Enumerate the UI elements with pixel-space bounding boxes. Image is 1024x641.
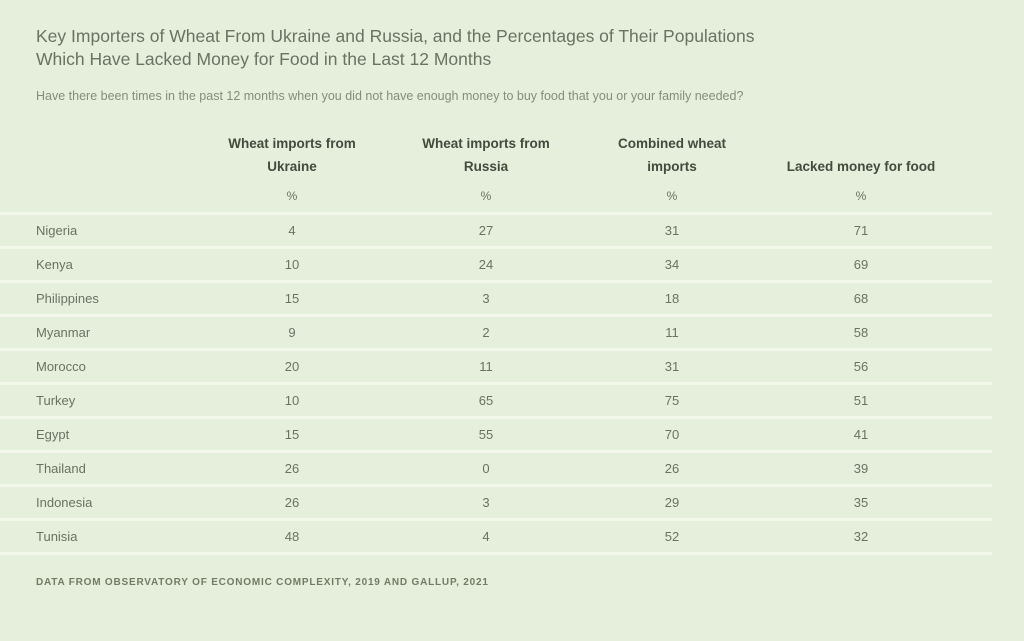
table-row: Thailand 26 0 26 39 [0, 453, 992, 487]
lacked-money-value: 35 [853, 495, 869, 510]
table-row: Myanmar 9 2 11 58 [0, 317, 992, 351]
country-label: Morocco [36, 359, 86, 374]
ukraine-imports-value: 26 [284, 461, 300, 476]
table-row: Tunisia 48 4 52 32 [0, 521, 992, 555]
survey-question: Have there been times in the past 12 mon… [36, 89, 744, 103]
page-title: Key Importers of Wheat From Ukraine and … [36, 26, 755, 69]
source-note: DATA FROM OBSERVATORY OF ECONOMIC COMPLE… [36, 577, 489, 588]
percent-sign: % [480, 189, 492, 203]
russia-imports-value: 27 [478, 223, 494, 238]
combined-imports-value: 26 [664, 461, 680, 476]
lacked-money-value: 68 [853, 291, 869, 306]
column-header-combined: Combined wheat imports [588, 132, 756, 178]
combined-imports-value: 75 [664, 393, 680, 408]
percent-sign: % [855, 189, 867, 203]
country-label: Egypt [36, 427, 70, 442]
lacked-money-value: 39 [853, 461, 869, 476]
lacked-money-value: 41 [853, 427, 869, 442]
column-header-line: Ukraine [267, 159, 317, 174]
column-header-country [0, 132, 200, 178]
combined-imports-value: 34 [664, 257, 680, 272]
column-header-line [756, 132, 966, 155]
russia-imports-value: 65 [478, 393, 494, 408]
ukraine-imports-value: 15 [284, 291, 300, 306]
lacked-money-value: 71 [853, 223, 869, 238]
russia-imports-value: 2 [482, 325, 490, 340]
ukraine-imports-value: 10 [284, 257, 300, 272]
russia-imports-value: 24 [478, 257, 494, 272]
column-header-russia: Wheat imports from Russia [384, 132, 588, 178]
column-header-line: imports [647, 159, 697, 174]
combined-imports-value: 18 [664, 291, 680, 306]
ukraine-imports-value: 20 [284, 359, 300, 374]
country-label: Thailand [36, 461, 86, 476]
combined-imports-value: 31 [664, 223, 680, 238]
ukraine-imports-value: 4 [288, 223, 296, 238]
lacked-money-value: 56 [853, 359, 869, 374]
column-header-lacked-money: Lacked money for food [756, 132, 966, 178]
table-row: Turkey 10 65 75 51 [0, 385, 992, 419]
country-label: Nigeria [36, 223, 78, 238]
column-header-line: Lacked money for food [786, 159, 936, 174]
russia-imports-value: 55 [478, 427, 494, 442]
table-body: Nigeria 4 27 31 71 Kenya 10 24 34 69 Phi… [0, 212, 992, 555]
russia-imports-value: 3 [482, 495, 490, 510]
ukraine-imports-value: 15 [284, 427, 300, 442]
country-label: Tunisia [36, 529, 78, 544]
russia-imports-value: 11 [479, 359, 493, 374]
combined-imports-value: 29 [664, 495, 680, 510]
column-header-ukraine: Wheat imports from Ukraine [200, 132, 384, 178]
unit-cell-empty [0, 186, 200, 206]
russia-imports-value: 4 [482, 529, 490, 544]
country-label: Indonesia [36, 495, 93, 510]
percent-sign: % [286, 189, 298, 203]
ukraine-imports-value: 26 [284, 495, 300, 510]
column-header-line: Wheat imports from [228, 136, 356, 151]
combined-imports-value: 31 [664, 359, 680, 374]
russia-imports-value: 3 [482, 291, 490, 306]
ukraine-imports-value: 48 [284, 529, 300, 544]
table-row: Morocco 20 11 31 56 [0, 351, 992, 385]
column-header-line: Wheat imports from [422, 136, 550, 151]
country-label: Myanmar [36, 325, 91, 340]
lacked-money-value: 51 [853, 393, 869, 408]
table-row: Philippines 15 3 18 68 [0, 283, 992, 317]
column-header-line: Combined wheat [617, 136, 726, 151]
lacked-money-value: 58 [853, 325, 869, 340]
country-label: Turkey [36, 393, 76, 408]
unit-row: % % % % [0, 186, 1024, 206]
table-header-row: Wheat imports from Ukraine Wheat imports… [0, 132, 1024, 178]
column-header-line: Russia [463, 159, 509, 174]
country-label: Philippines [36, 291, 99, 306]
table-row: Egypt 15 55 70 41 [0, 419, 992, 453]
table-row: Kenya 10 24 34 69 [0, 249, 992, 283]
country-label: Kenya [36, 257, 73, 272]
lacked-money-value: 69 [853, 257, 869, 272]
ukraine-imports-value: 9 [288, 325, 296, 340]
russia-imports-value: 0 [482, 461, 490, 476]
percent-sign: % [666, 189, 678, 203]
wheat-imports-table: Wheat imports from Ukraine Wheat imports… [0, 132, 1024, 555]
combined-imports-value: 52 [664, 529, 680, 544]
combined-imports-value: 11 [665, 325, 679, 340]
ukraine-imports-value: 10 [284, 393, 300, 408]
combined-imports-value: 70 [664, 427, 680, 442]
table-row: Indonesia 26 3 29 35 [0, 487, 992, 521]
lacked-money-value: 32 [853, 529, 869, 544]
table-row: Nigeria 4 27 31 71 [0, 215, 992, 249]
